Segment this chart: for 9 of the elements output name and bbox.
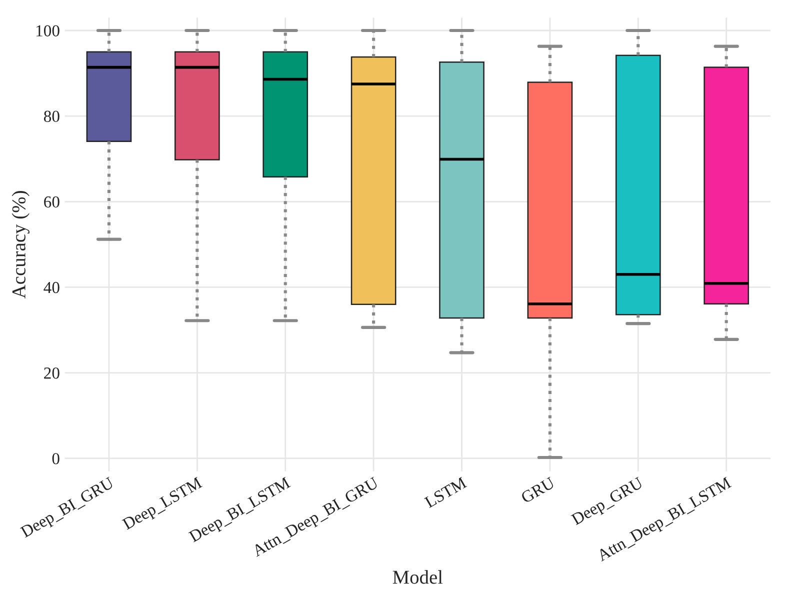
y-tick-label: 0 — [52, 453, 60, 464]
y-tick-label: 80 — [44, 110, 60, 122]
x-tick-label: GRU — [520, 476, 556, 504]
x-axis-title: Model — [392, 570, 443, 584]
y-tick-label: 100 — [36, 25, 60, 36]
y-axis-title: Accuracy (%) — [12, 191, 30, 298]
y-tick-label: 20 — [44, 367, 60, 379]
y-tick-label: 60 — [44, 196, 60, 208]
y-tick-label: 40 — [44, 282, 60, 294]
